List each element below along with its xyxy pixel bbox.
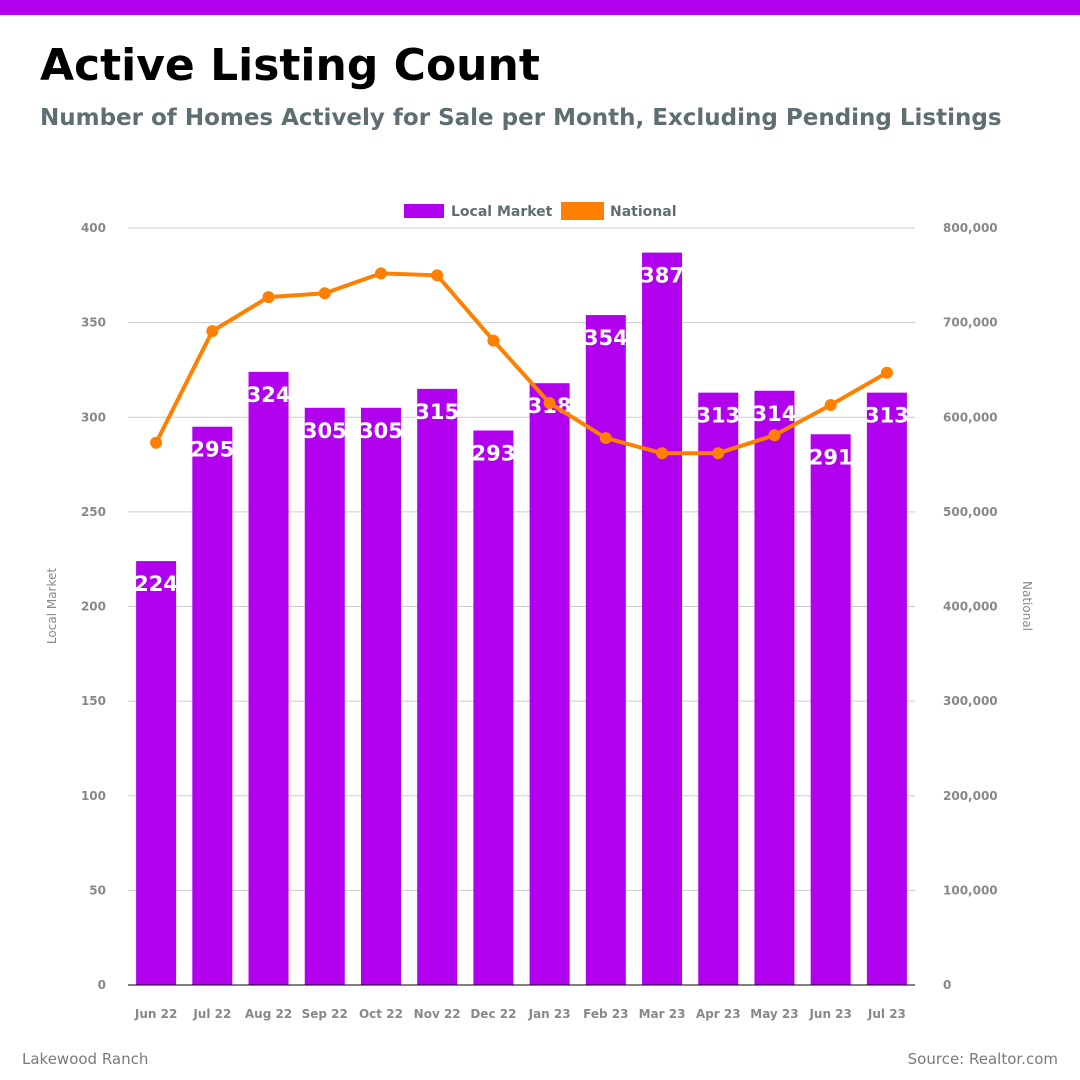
national-data-point bbox=[656, 447, 669, 460]
left-tick-label: 300 bbox=[81, 410, 106, 424]
x-tick-label: Aug 22 bbox=[245, 1007, 292, 1021]
national-data-point bbox=[374, 267, 387, 280]
bar-local-market bbox=[248, 371, 289, 986]
national-series-line bbox=[154, 271, 889, 456]
right-axis-title: National bbox=[1020, 581, 1034, 631]
left-axis-title: Local Market bbox=[45, 568, 59, 644]
left-tick-label: 150 bbox=[81, 694, 106, 708]
left-tick-label: 400 bbox=[81, 221, 106, 235]
bar-value-label: 305 bbox=[303, 419, 347, 443]
national-data-point bbox=[880, 366, 893, 379]
bar-value-label: 293 bbox=[471, 441, 515, 465]
top-accent-bar bbox=[0, 0, 1080, 15]
left-tick-label: 250 bbox=[81, 505, 106, 519]
x-tick-label: Dec 22 bbox=[470, 1007, 516, 1021]
right-tick-label: 800,000 bbox=[943, 221, 998, 235]
national-data-point bbox=[824, 398, 837, 411]
national-data-point bbox=[262, 291, 275, 304]
bar-value-label: 295 bbox=[190, 438, 234, 462]
left-tick-label: 0 bbox=[98, 978, 106, 992]
right-tick-label: 500,000 bbox=[943, 505, 998, 519]
x-tick-label: Apr 23 bbox=[696, 1007, 741, 1021]
bar-local-market bbox=[192, 426, 233, 985]
bar-value-label: 313 bbox=[865, 404, 909, 428]
right-tick-label: 200,000 bbox=[943, 789, 998, 803]
x-tick-label: Jun 23 bbox=[808, 1007, 851, 1021]
national-data-point bbox=[543, 397, 556, 410]
legend-swatch-local-market bbox=[404, 204, 444, 218]
bar-local-market bbox=[866, 392, 907, 986]
bar-value-label: 354 bbox=[584, 326, 628, 350]
bar-local-market bbox=[304, 407, 345, 986]
legend-swatch-national bbox=[561, 202, 604, 220]
x-tick-label: Sep 22 bbox=[302, 1007, 348, 1021]
bar-local-market bbox=[810, 434, 851, 986]
right-tick-label: 400,000 bbox=[943, 600, 998, 614]
national-data-point bbox=[487, 334, 500, 347]
x-tick-label: Jan 23 bbox=[528, 1007, 571, 1021]
left-tick-label: 100 bbox=[81, 789, 106, 803]
right-tick-label: 100,000 bbox=[943, 883, 998, 897]
right-tick-label: 0 bbox=[943, 978, 951, 992]
x-tick-label: Nov 22 bbox=[414, 1007, 461, 1021]
national-data-point bbox=[599, 432, 612, 445]
x-tick-label: Oct 22 bbox=[359, 1007, 403, 1021]
bar-local-market bbox=[360, 407, 401, 986]
footer-source: Source: Realtor.com bbox=[907, 1050, 1058, 1068]
legend-label-national: National bbox=[610, 204, 677, 220]
national-data-point bbox=[768, 429, 781, 442]
x-tick-label: Jun 22 bbox=[134, 1007, 177, 1021]
bar-value-label: 324 bbox=[247, 383, 291, 407]
x-tick-label: Mar 23 bbox=[639, 1007, 686, 1021]
legend-label-local-market: Local Market bbox=[451, 204, 553, 220]
bar-local-market bbox=[585, 315, 626, 985]
left-tick-label: 350 bbox=[81, 316, 106, 330]
left-tick-label: 200 bbox=[81, 600, 106, 614]
combo-chart: 0 0 50 100,000 100 200,000 150 300,000 200 400,00… bbox=[45, 202, 1034, 1021]
bar-local-market bbox=[529, 383, 570, 985]
right-tick-label: 300,000 bbox=[943, 694, 998, 708]
x-tick-label: Jul 22 bbox=[192, 1007, 231, 1021]
right-tick-label: 700,000 bbox=[943, 316, 998, 330]
bar-value-label: 387 bbox=[640, 264, 684, 288]
national-data-point bbox=[150, 436, 163, 449]
bar-value-label: 224 bbox=[134, 572, 178, 596]
national-data-point bbox=[431, 269, 444, 282]
national-data-point bbox=[206, 325, 219, 338]
bar-local-market bbox=[698, 392, 739, 986]
bar-local-market bbox=[754, 390, 795, 985]
bar-value-label: 315 bbox=[415, 400, 459, 424]
right-tick-label: 600,000 bbox=[943, 410, 998, 424]
bar-local-market bbox=[136, 561, 177, 985]
bar-value-label: 291 bbox=[809, 445, 853, 469]
footer-location: Lakewood Ranch bbox=[22, 1050, 149, 1068]
x-tick-label: May 23 bbox=[750, 1007, 798, 1021]
national-data-point bbox=[712, 447, 725, 460]
bar-local-market bbox=[417, 388, 458, 985]
bar-local-market bbox=[473, 430, 514, 985]
x-tick-label: Jul 23 bbox=[867, 1007, 906, 1021]
x-tick-label: Feb 23 bbox=[583, 1007, 628, 1021]
chart-subtitle: Number of Homes Actively for Sale per Mo… bbox=[40, 105, 1002, 131]
left-tick-label: 50 bbox=[89, 883, 106, 897]
bar-local-market bbox=[642, 252, 683, 986]
bar-value-label: 313 bbox=[696, 404, 740, 428]
bar-value-label: 305 bbox=[359, 419, 403, 443]
bar-value-label: 314 bbox=[753, 402, 797, 426]
chart-title: Active Listing Count bbox=[40, 40, 540, 91]
national-data-point bbox=[318, 287, 331, 300]
